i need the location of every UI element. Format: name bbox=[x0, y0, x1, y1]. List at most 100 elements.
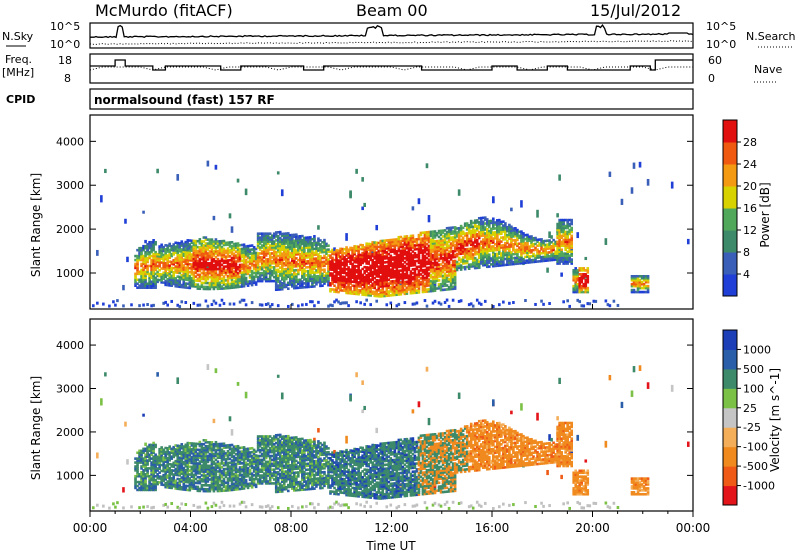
power-cell bbox=[492, 251, 495, 254]
power-cell bbox=[236, 273, 240, 277]
power-cell bbox=[136, 272, 139, 276]
power-cell bbox=[228, 255, 232, 258]
power-cell bbox=[345, 248, 348, 251]
power-cell bbox=[150, 240, 153, 244]
power-cell bbox=[220, 285, 224, 288]
power-cell bbox=[280, 282, 284, 285]
power-cell bbox=[331, 250, 334, 254]
power-cell bbox=[439, 284, 443, 288]
power-cell bbox=[234, 260, 238, 263]
power-cell bbox=[457, 258, 461, 262]
power-cell bbox=[353, 258, 356, 262]
power-cell bbox=[327, 264, 330, 267]
power-cell bbox=[500, 264, 503, 267]
power-cell bbox=[148, 286, 151, 289]
power-cell bbox=[489, 233, 493, 237]
power-cell bbox=[409, 236, 413, 240]
power-cell bbox=[329, 289, 332, 293]
power-cell bbox=[496, 240, 499, 244]
power-cell bbox=[417, 271, 421, 274]
power-cell bbox=[333, 288, 336, 291]
power-cell bbox=[457, 226, 461, 230]
power-cell bbox=[286, 257, 290, 261]
power-cell bbox=[383, 276, 387, 280]
power-cell bbox=[375, 273, 379, 276]
power-cell bbox=[441, 253, 445, 256]
power-cell bbox=[437, 285, 441, 288]
power-cell bbox=[411, 271, 415, 275]
power-cell bbox=[423, 235, 427, 238]
power-cell bbox=[343, 261, 346, 265]
power-cell bbox=[427, 260, 431, 264]
power-cell bbox=[162, 249, 165, 253]
power-cell bbox=[437, 263, 441, 266]
power-cell bbox=[339, 283, 342, 286]
power-cell bbox=[463, 267, 467, 271]
power-cell bbox=[194, 279, 198, 282]
power-cell bbox=[357, 255, 360, 258]
power-cell bbox=[475, 298, 479, 302]
power-cell bbox=[204, 248, 208, 251]
power-cell bbox=[498, 242, 501, 246]
power-cell bbox=[451, 261, 455, 265]
power-cell bbox=[190, 255, 194, 258]
power-cell bbox=[262, 264, 266, 267]
power-cell bbox=[435, 231, 439, 235]
power-cell bbox=[449, 244, 453, 247]
power-cell bbox=[214, 238, 218, 241]
power-cell bbox=[276, 236, 280, 240]
power-cell bbox=[200, 257, 204, 261]
power-cell bbox=[427, 234, 431, 238]
power-cell bbox=[319, 280, 322, 284]
power-cell bbox=[389, 286, 393, 289]
power-cell bbox=[403, 264, 407, 268]
power-cell bbox=[467, 241, 471, 245]
power-cell bbox=[260, 267, 264, 271]
power-cell bbox=[152, 272, 155, 276]
power-cell bbox=[295, 272, 298, 276]
power-cell bbox=[473, 231, 477, 234]
power-cell bbox=[272, 232, 276, 235]
power-cell bbox=[152, 252, 155, 256]
power-colorbar-label: Power [dB] bbox=[758, 182, 772, 247]
power-cell bbox=[309, 257, 312, 261]
power-cell bbox=[377, 295, 381, 298]
power-cell bbox=[184, 278, 188, 281]
power-cell bbox=[373, 262, 377, 266]
power-cell bbox=[457, 262, 461, 266]
power-cell bbox=[508, 263, 511, 266]
power-cell bbox=[343, 265, 346, 269]
power-cell bbox=[413, 238, 417, 241]
power-cell bbox=[449, 248, 453, 251]
power-cell bbox=[405, 290, 409, 293]
power-cell bbox=[421, 284, 425, 288]
power-cell bbox=[274, 278, 278, 282]
power-cell bbox=[353, 270, 356, 274]
power-cell bbox=[156, 256, 159, 260]
power-cell bbox=[180, 267, 184, 271]
power-cell bbox=[264, 234, 268, 237]
power-cell bbox=[361, 275, 364, 279]
power-cell bbox=[166, 254, 169, 257]
power-cell bbox=[407, 282, 411, 285]
power-cell bbox=[385, 254, 389, 258]
power-cell bbox=[339, 302, 342, 306]
power-cell bbox=[172, 276, 176, 280]
power-cell bbox=[188, 286, 192, 290]
power-cell bbox=[401, 245, 405, 248]
power-cell bbox=[381, 281, 385, 284]
power-cell bbox=[240, 249, 244, 253]
power-cell bbox=[403, 243, 407, 246]
power-cell bbox=[381, 243, 385, 247]
power-cell bbox=[190, 271, 194, 274]
power-cell bbox=[443, 239, 447, 242]
power-cell bbox=[303, 268, 306, 271]
power-cell bbox=[331, 304, 334, 308]
power-cell bbox=[500, 226, 503, 230]
power-cell bbox=[226, 249, 230, 252]
power-cell bbox=[270, 242, 274, 245]
power-cell bbox=[293, 269, 296, 272]
power-cell bbox=[323, 280, 326, 283]
power-cell bbox=[210, 240, 214, 243]
nave-tick-bottom: 0 bbox=[708, 72, 715, 85]
